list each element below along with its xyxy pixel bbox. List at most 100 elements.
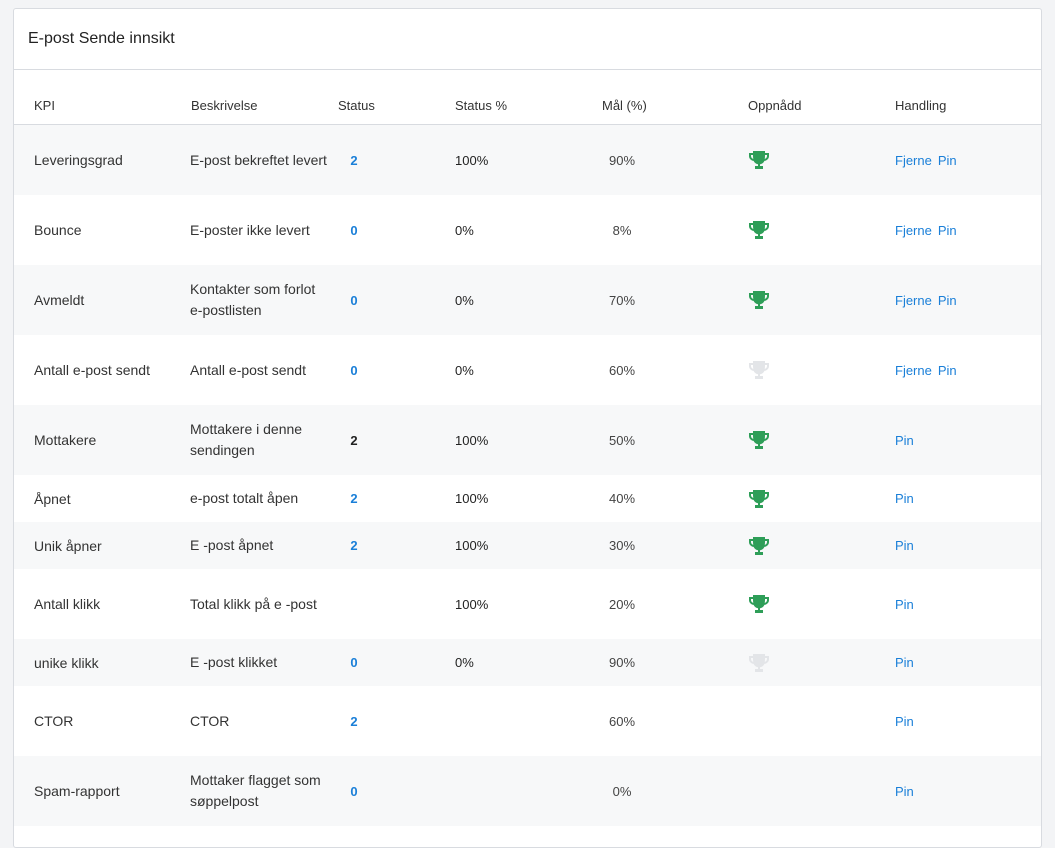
goal-percent: 90% [608, 152, 636, 168]
pin-link[interactable]: Pin [895, 713, 914, 729]
goal-percent: 60% [608, 362, 636, 378]
table-row: Leveringsgrad E-post bekreftet levert 2 100… [14, 125, 1041, 195]
status-percent [455, 756, 535, 826]
status-value[interactable]: 0 [350, 783, 358, 799]
status-value: 2 [350, 432, 358, 448]
kpi-name: Antall e-post sendt [34, 362, 150, 378]
table-row: Mottakere Mottakere i denne sendingen 2 100… [14, 405, 1041, 475]
table-row: Unik åpner E -post åpnet 2 100% 30% Pin [14, 522, 1041, 569]
table-header: KPI Beskrivelse Status Status % Mål (%) … [14, 70, 1041, 125]
row-actions: Pin [895, 522, 1015, 569]
table-row: Antall e-post sendt Antall e-post sendt 0 0… [14, 335, 1041, 405]
kpi-description: Total klikk på e -post [190, 595, 317, 612]
pin-link[interactable]: Pin [895, 491, 914, 506]
status-percent: 0% [455, 362, 474, 378]
kpi-name: CTOR [34, 713, 74, 729]
status-value[interactable]: 0 [350, 292, 358, 308]
column-header-description: Beskrivelse [191, 98, 258, 113]
trophy-icon [747, 522, 771, 569]
remove-link[interactable]: Fjerne [895, 292, 932, 308]
trophy-icon [747, 756, 771, 826]
column-header-status-percent: Status % [455, 98, 508, 113]
remove-link[interactable]: Fjerne [895, 152, 932, 168]
pin-link[interactable]: Pin [895, 432, 914, 448]
row-actions: Pin [895, 405, 1015, 475]
status-value[interactable]: 2 [350, 538, 358, 553]
status-value[interactable]: 0 [350, 362, 358, 378]
trophy-icon [747, 265, 771, 335]
goal-percent: 0% [612, 783, 632, 799]
status-percent: 0% [455, 222, 474, 238]
table-row: Antall klikk Total klikk på e -post 100% 20… [14, 569, 1041, 639]
kpi-description: E-post bekreftet levert [190, 151, 327, 168]
column-header-kpi: KPI [34, 98, 55, 113]
table-row: Bounce E-poster ikke levert 0 0% 8% Fjerne Pin [14, 195, 1041, 265]
table-row: Avmeldt Kontakter som forlot e-postlisten… [14, 265, 1041, 335]
status-value[interactable]: 2 [350, 491, 358, 506]
pin-link[interactable]: Pin [895, 655, 914, 670]
trophy-icon [747, 195, 771, 265]
row-actions: Pin [895, 756, 1015, 826]
trophy-icon [747, 125, 771, 195]
status-percent: 100% [455, 596, 489, 612]
kpi-name: Åpnet [34, 490, 71, 507]
kpi-description: E -post klikket [190, 654, 278, 670]
kpi-description: CTOR [190, 712, 230, 729]
row-actions: Fjerne Pin [895, 265, 1015, 335]
trophy-icon [747, 335, 771, 405]
trophy-icon [747, 639, 771, 686]
table-row: unike klikk E -post klikket 0 0% 90% Pin [14, 639, 1041, 686]
pin-link[interactable]: Pin [895, 783, 914, 799]
goal-percent: 50% [608, 432, 636, 448]
row-actions: Fjerne Pin [895, 125, 1015, 195]
goal-percent: 30% [608, 538, 636, 553]
kpi-description: Antall e-post sendt [190, 361, 306, 378]
row-actions: Pin [895, 569, 1015, 639]
kpi-name: unike klikk [34, 654, 99, 671]
email-insights-card: E-post Sende innsikt KPI Beskrivelse Sta… [13, 8, 1042, 848]
status-percent [455, 686, 535, 756]
kpi-name: Leveringsgrad [34, 152, 123, 168]
kpi-description: E-poster ikke levert [190, 221, 310, 238]
status-value[interactable] [334, 569, 374, 639]
status-value[interactable]: 2 [350, 152, 358, 168]
trophy-icon [747, 569, 771, 639]
kpi-name: Mottakere [34, 432, 97, 448]
remove-link[interactable]: Fjerne [895, 362, 932, 378]
kpi-name: Avmeldt [34, 292, 85, 308]
column-header-achieved: Oppnådd [748, 98, 802, 113]
pin-link[interactable]: Pin [895, 538, 914, 553]
remove-link[interactable]: Fjerne [895, 222, 932, 238]
kpi-name: Unik åpner [34, 537, 102, 554]
row-actions: Pin [895, 475, 1015, 522]
trophy-icon [747, 475, 771, 522]
kpi-description: Mottaker flagget som søppelpost [190, 772, 321, 809]
status-value[interactable]: 2 [350, 713, 358, 729]
status-percent: 100% [455, 538, 489, 553]
goal-percent: 60% [608, 713, 636, 729]
row-actions: Fjerne Pin [895, 195, 1015, 265]
trophy-icon [747, 686, 771, 756]
status-value[interactable]: 0 [350, 655, 358, 670]
kpi-name: Antall klikk [34, 596, 101, 612]
table-row: Åpnet e-post totalt åpen 2 100% 40% Pin [14, 475, 1041, 522]
goal-percent: 70% [608, 292, 636, 308]
column-header-status: Status [338, 98, 375, 113]
status-percent: 100% [455, 432, 489, 448]
pin-link[interactable]: Pin [895, 596, 914, 612]
pin-link[interactable]: Pin [937, 152, 957, 168]
pin-link[interactable]: Pin [937, 292, 957, 308]
kpi-name: Bounce [34, 222, 82, 238]
pin-link[interactable]: Pin [937, 362, 957, 378]
status-value[interactable]: 0 [350, 222, 358, 238]
table-body: Leveringsgrad E-post bekreftet levert 2 100… [14, 125, 1041, 826]
kpi-description: Kontakter som forlot e-postlisten [190, 281, 316, 318]
column-header-goal: Mål (%) [602, 98, 647, 113]
status-percent: 100% [455, 491, 489, 506]
kpi-description: Mottakere i denne sendingen [190, 421, 303, 458]
kpi-description: e-post totalt åpen [190, 490, 299, 506]
status-percent: 0% [455, 292, 474, 308]
kpi-description: E -post åpnet [190, 537, 274, 553]
table-row: CTOR CTOR 2 60% Pin [14, 686, 1041, 756]
pin-link[interactable]: Pin [937, 222, 957, 238]
